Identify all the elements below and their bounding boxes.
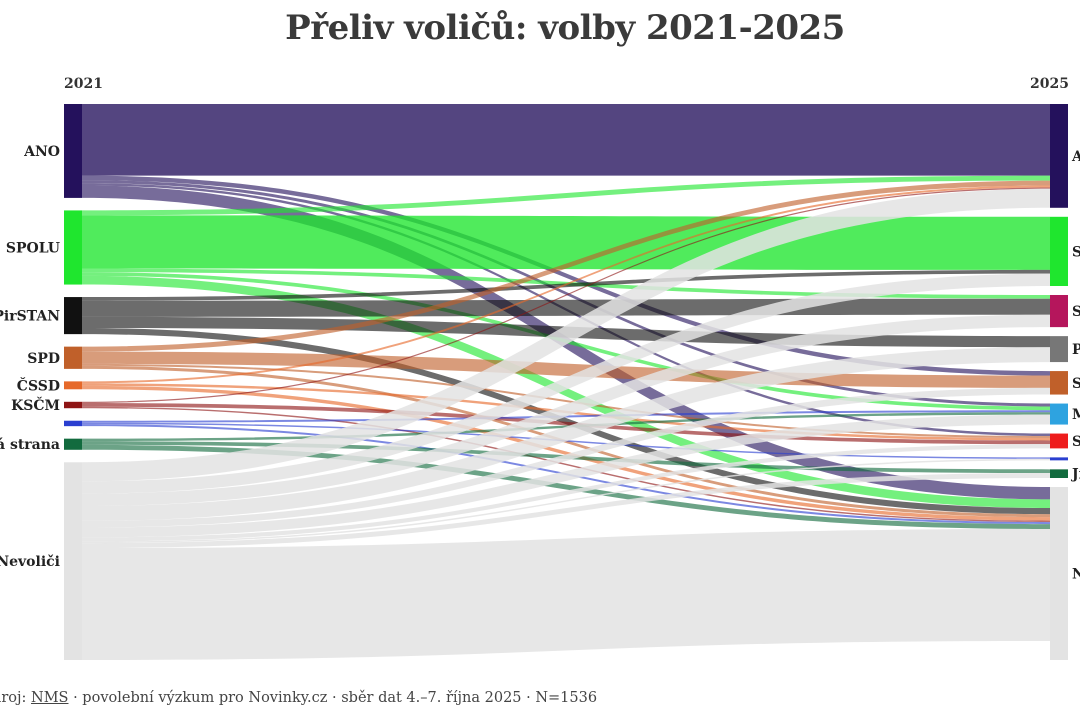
node-pirati25[interactable] bbox=[1050, 336, 1068, 363]
flow-nevolici21-to-stacilo25[interactable] bbox=[82, 444, 1050, 542]
node-other21[interactable] bbox=[64, 420, 82, 427]
node-label-jina21: Jiná strana bbox=[0, 437, 60, 453]
flow-spd21-to-ano25[interactable] bbox=[82, 180, 1050, 352]
node-ano21[interactable] bbox=[64, 104, 82, 198]
flow-nevolici21-to-nevolici25[interactable] bbox=[82, 529, 1050, 660]
node-label-nevolici21: Nevoliči bbox=[0, 554, 60, 570]
node-jina21[interactable] bbox=[64, 438, 82, 450]
node-stan25[interactable] bbox=[1050, 294, 1068, 328]
flow-spolu21-to-nevolici25[interactable] bbox=[82, 275, 1050, 509]
flow-nevolici21-to-ano25[interactable] bbox=[82, 188, 1050, 482]
node-nevolici25[interactable] bbox=[1050, 487, 1068, 660]
flow-pirstan21-to-stan25[interactable] bbox=[82, 298, 1050, 317]
node-label-pirstan21: PirSTAN bbox=[0, 309, 60, 325]
flow-cssd21-to-nevolici25[interactable] bbox=[82, 385, 1050, 521]
node-spolu25[interactable] bbox=[1050, 216, 1068, 286]
flow-nevolici21-to-jina25[interactable] bbox=[82, 473, 1050, 549]
node-kscm21[interactable] bbox=[64, 401, 82, 409]
left-column-label: 2021 bbox=[64, 76, 103, 92]
node-label-motoriste25: Motoristé bbox=[1072, 407, 1080, 423]
source-footer: Zdroj: NMS · povolební výzkum pro Novink… bbox=[0, 690, 597, 706]
node-pirstan21[interactable] bbox=[64, 297, 82, 335]
flow-spd21-to-nevolici25[interactable] bbox=[82, 365, 1050, 518]
flow-spd21-to-stacilo25[interactable] bbox=[82, 363, 1050, 439]
flow-ano21-to-spd25[interactable] bbox=[82, 175, 1050, 376]
node-other25[interactable] bbox=[1050, 457, 1068, 461]
node-motoriste25[interactable] bbox=[1050, 403, 1068, 425]
node-label-spd25: SPD bbox=[1072, 376, 1080, 392]
flow-kscm21-to-stacilo25[interactable] bbox=[82, 403, 1050, 445]
flow-spolu21-to-spolu25[interactable] bbox=[82, 215, 1050, 270]
footer-details: · povolební výzkum pro Novinky.cz · sběr… bbox=[68, 690, 598, 706]
chart-title: Přeliv voličů: volby 2021-2025 bbox=[285, 8, 845, 48]
node-nevolici21[interactable] bbox=[64, 462, 82, 660]
flow-spolu21-to-ano25[interactable] bbox=[82, 175, 1050, 216]
flow-kscm21-to-nevolici25[interactable] bbox=[82, 406, 1050, 523]
flow-nevolici21-to-pirati25[interactable] bbox=[82, 347, 1050, 521]
node-label-spolu25: SPOLU bbox=[1072, 244, 1080, 260]
node-label-pirati25: Piráti bbox=[1072, 342, 1080, 358]
source-link[interactable]: NMS bbox=[31, 690, 69, 706]
node-label-stan25: STAN bbox=[1072, 304, 1080, 320]
node-stacilo25[interactable] bbox=[1050, 433, 1068, 449]
node-spolu21[interactable] bbox=[64, 210, 82, 285]
node-label-ano25: ANO bbox=[1071, 149, 1080, 165]
node-label-jina25: Jiná strana bbox=[1070, 467, 1080, 483]
node-label-stacilo25: Stačilo! bbox=[1072, 434, 1080, 450]
node-cssd21[interactable] bbox=[64, 381, 82, 390]
node-label-spolu21: SPOLU bbox=[6, 240, 60, 256]
node-spd21[interactable] bbox=[64, 346, 82, 369]
flow-nevolici21-to-other25[interactable] bbox=[82, 458, 1050, 544]
node-label-nevolici25: Nevoliči bbox=[1072, 567, 1080, 583]
flow-cssd21-to-ano25[interactable] bbox=[82, 185, 1050, 384]
flow-ano21-to-ano25[interactable] bbox=[82, 104, 1050, 176]
flow-nevolici21-to-stan25[interactable] bbox=[82, 314, 1050, 507]
node-label-kscm21: KSČM bbox=[11, 396, 60, 414]
footer-prefix: Zdroj: bbox=[0, 690, 27, 706]
node-label-cssd21: ČSSD bbox=[17, 376, 60, 394]
flow-nevolici21-to-spolu25[interactable] bbox=[82, 273, 1050, 494]
node-ano25[interactable] bbox=[1050, 104, 1068, 208]
node-spd25[interactable] bbox=[1050, 371, 1068, 395]
flow-nevolici21-to-spd25[interactable] bbox=[82, 387, 1050, 528]
node-label-spd21: SPD bbox=[27, 351, 60, 367]
node-jina25[interactable] bbox=[1050, 469, 1068, 479]
flow-links bbox=[82, 104, 1050, 660]
flow-ano21-to-motoriste25[interactable] bbox=[82, 180, 1050, 407]
flow-kscm21-to-ano25[interactable] bbox=[82, 187, 1050, 404]
flow-pirstan21-to-nevolici25[interactable] bbox=[82, 327, 1050, 515]
flow-jina21-to-nevolici25[interactable] bbox=[82, 444, 1050, 530]
flow-nevolici21-to-motoriste25[interactable] bbox=[82, 414, 1050, 538]
right-column-label: 2025 bbox=[1030, 76, 1069, 92]
node-label-ano21: ANO bbox=[23, 144, 60, 160]
nodes: ANO SPOLU PirSTAN SPD ČSSD KSČM Jiná strana Nev… bbox=[0, 104, 1080, 660]
